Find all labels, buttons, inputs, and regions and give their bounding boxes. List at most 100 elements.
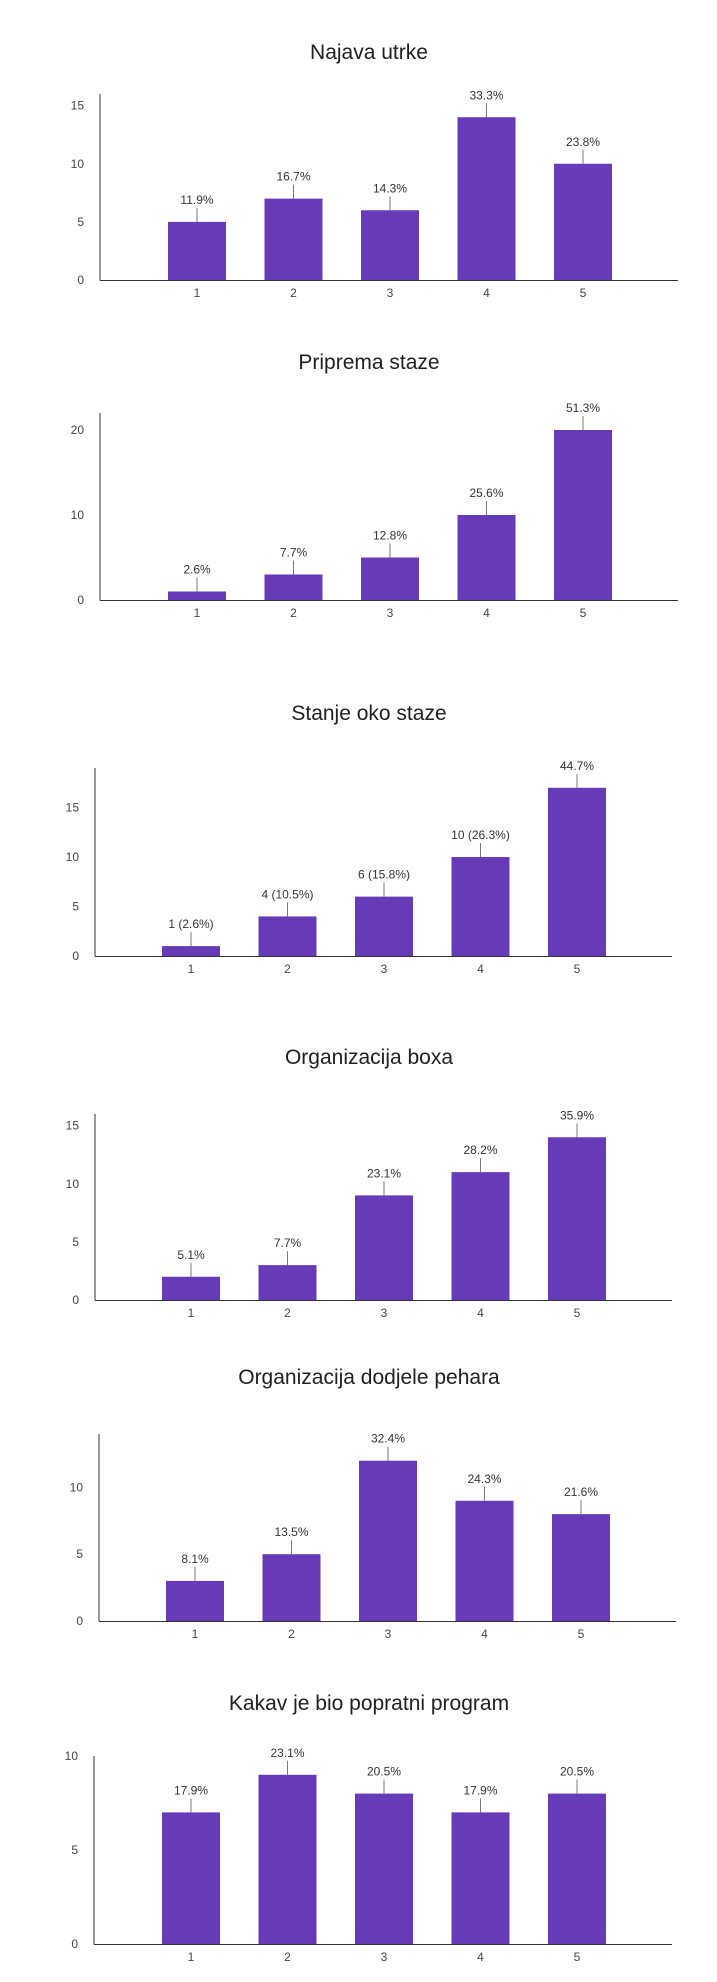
chart-title: Kakav je bio popratni program — [229, 1692, 509, 1715]
bar — [457, 117, 516, 280]
bar — [361, 557, 419, 600]
y-tick-label: 0 — [72, 949, 79, 963]
data-label: 13.5% — [274, 1525, 308, 1539]
y-tick-label: 10 — [66, 1177, 80, 1191]
bar — [262, 1554, 321, 1621]
x-tick-label: 4 — [477, 1306, 484, 1320]
bar — [455, 1500, 514, 1621]
bar — [258, 1774, 317, 1944]
bar — [355, 1195, 413, 1300]
chart-title: Stanje oko staze — [291, 702, 446, 725]
bar — [457, 515, 516, 600]
x-tick-label: 4 — [481, 1627, 488, 1641]
data-label: 6 (15.8%) — [358, 868, 410, 882]
y-tick-label: 10 — [71, 508, 85, 522]
x-tick-label: 1 — [188, 962, 195, 976]
bar — [258, 1265, 317, 1300]
bar — [162, 1276, 220, 1300]
data-label: 35.9% — [560, 1108, 594, 1122]
chart-title: Najava utrke — [310, 41, 428, 64]
x-tick-label: 3 — [387, 286, 394, 300]
data-label: 28.2% — [463, 1143, 497, 1157]
x-tick-label: 1 — [194, 606, 201, 620]
y-tick-label: 15 — [66, 1119, 80, 1133]
bar — [451, 857, 510, 956]
data-label: 17.9% — [174, 1783, 208, 1797]
bar — [168, 591, 226, 600]
data-label: 44.7% — [560, 759, 594, 773]
data-label: 10 (26.3%) — [451, 828, 510, 842]
chart-4: Organizacija boxa 0 5 10 15 5.1% 1 7.7% 2 23.1% 3 2… — [66, 1046, 672, 1320]
data-label: 12.8% — [373, 529, 407, 543]
x-tick-label: 3 — [381, 1950, 388, 1964]
bar — [548, 1793, 606, 1944]
x-tick-label: 1 — [194, 286, 201, 300]
data-label: 32.4% — [371, 1432, 405, 1446]
data-label: 25.6% — [469, 486, 503, 500]
x-tick-label: 5 — [574, 1306, 581, 1320]
bar — [355, 896, 413, 956]
data-label: 51.3% — [566, 401, 600, 415]
x-tick-label: 2 — [284, 1306, 291, 1320]
y-tick-label: 10 — [71, 157, 85, 171]
bar — [355, 1793, 413, 1944]
bar — [361, 210, 419, 280]
x-tick-label: 2 — [284, 962, 291, 976]
y-tick-label: 5 — [77, 215, 84, 229]
x-tick-label: 3 — [381, 1306, 388, 1320]
data-label: 20.5% — [560, 1765, 594, 1779]
x-tick-label: 1 — [192, 1627, 199, 1641]
y-tick-label: 0 — [77, 273, 84, 287]
y-tick-label: 0 — [72, 1293, 79, 1307]
bar — [264, 198, 323, 280]
bar — [162, 946, 220, 956]
bar — [162, 1812, 220, 1944]
y-tick-label: 5 — [76, 1547, 83, 1561]
x-tick-label: 4 — [483, 286, 490, 300]
data-label: 8.1% — [181, 1552, 209, 1566]
y-tick-label: 5 — [71, 1843, 78, 1857]
chart-2: Priprema staze 0 10 20 2.6% 1 7.7% 2 12.8% 3 25.6%… — [71, 351, 678, 620]
chart-title: Organizacija dodjele pehara — [238, 1366, 500, 1389]
data-label: 23.1% — [367, 1166, 401, 1180]
y-tick-label: 5 — [72, 1235, 79, 1249]
y-tick-label: 10 — [65, 1749, 79, 1763]
data-label: 23.1% — [270, 1746, 304, 1760]
x-tick-label: 5 — [580, 286, 587, 300]
data-label: 7.7% — [280, 546, 308, 560]
chart-title: Priprema staze — [298, 351, 439, 374]
data-label: 4 (10.5%) — [261, 887, 313, 901]
data-label: 17.9% — [463, 1783, 497, 1797]
x-tick-label: 3 — [381, 962, 388, 976]
chart-6: Kakav je bio popratni program 0 5 10 17.9% 1 2… — [65, 1692, 672, 1964]
x-tick-label: 5 — [580, 606, 587, 620]
data-label: 33.3% — [469, 88, 503, 102]
data-label: 1 (2.6%) — [168, 917, 213, 931]
x-tick-label: 4 — [477, 1950, 484, 1964]
y-tick-label: 15 — [66, 801, 80, 815]
bar — [554, 163, 612, 280]
bar — [168, 221, 226, 280]
x-tick-label: 5 — [574, 1950, 581, 1964]
data-label: 7.7% — [274, 1236, 302, 1250]
bar — [258, 916, 317, 956]
x-tick-label: 2 — [290, 606, 297, 620]
data-label: 5.1% — [177, 1248, 205, 1262]
bar — [166, 1580, 224, 1621]
x-tick-label: 3 — [385, 1627, 392, 1641]
y-tick-label: 10 — [66, 850, 80, 864]
data-label: 20.5% — [367, 1765, 401, 1779]
y-tick-label: 0 — [76, 1614, 83, 1628]
x-tick-label: 3 — [387, 606, 394, 620]
data-label: 14.3% — [373, 181, 407, 195]
x-tick-label: 1 — [188, 1306, 195, 1320]
x-tick-label: 5 — [574, 962, 581, 976]
bar — [554, 430, 612, 600]
x-tick-label: 2 — [284, 1950, 291, 1964]
bar — [451, 1812, 510, 1944]
x-tick-label: 5 — [578, 1627, 585, 1641]
bar — [264, 574, 323, 600]
y-tick-label: 0 — [77, 593, 84, 607]
y-tick-label: 10 — [70, 1480, 84, 1494]
